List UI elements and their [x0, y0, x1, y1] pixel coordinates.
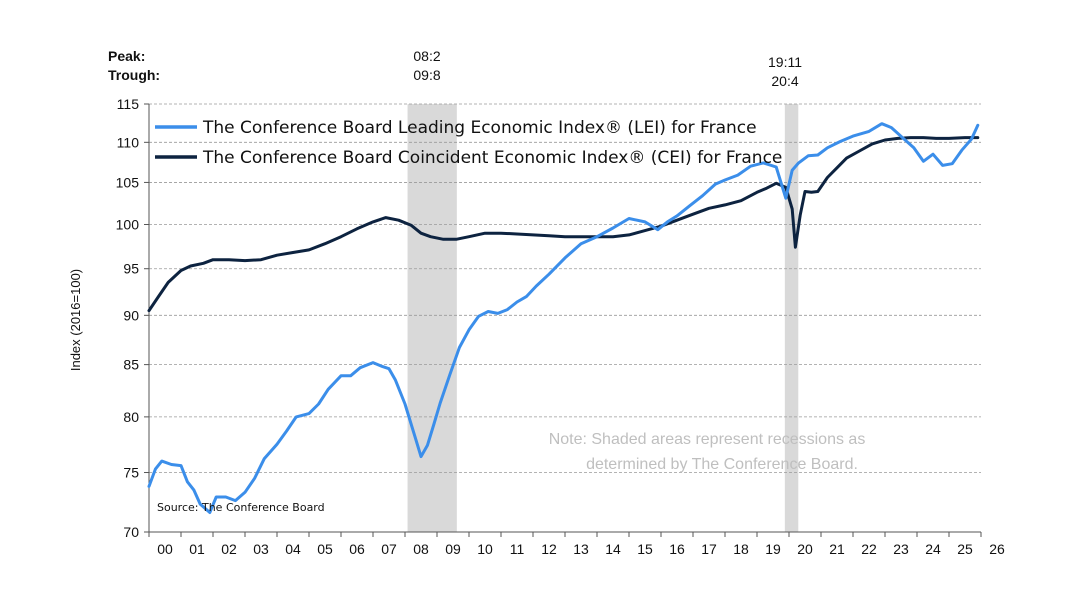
x-tick-label: 00 — [157, 541, 173, 557]
y-tick-label: 75 — [123, 465, 139, 481]
x-tick-label: 20 — [797, 541, 813, 557]
x-tick-label: 22 — [861, 541, 877, 557]
x-tick-label: 10 — [477, 541, 493, 557]
legend-lei-label: The Conference Board Leading Economic In… — [202, 118, 757, 138]
x-tick-label: 09 — [445, 541, 461, 557]
x-tick-label: 03 — [253, 541, 269, 557]
x-tick-label: 14 — [605, 541, 621, 557]
x-tick-label: 26 — [989, 541, 1005, 557]
source-text: Source: The Conference Board — [157, 501, 325, 514]
y-tick-label: 115 — [117, 96, 140, 112]
y-tick-label: 100 — [116, 216, 140, 232]
x-tick-label: 04 — [285, 541, 301, 557]
y-tick-label: 110 — [117, 134, 140, 150]
y-tick-label: 85 — [123, 357, 139, 373]
x-tick-label: 13 — [573, 541, 589, 557]
recession-band-1 — [407, 104, 457, 532]
recession-2-peak-label: 19:11 — [768, 54, 802, 70]
recession-2-trough-label: 20:4 — [771, 73, 798, 89]
legend: The Conference Board Leading Economic In… — [155, 118, 782, 168]
grid-lines — [149, 103, 981, 473]
recession-bands — [407, 104, 799, 532]
x-tick-label: 11 — [510, 541, 525, 557]
lei-series-line — [147, 122, 980, 514]
x-tick-label: 07 — [381, 541, 397, 557]
x-tick-label: 06 — [349, 541, 365, 557]
y-tick-label: 105 — [116, 174, 140, 190]
note-line-2: determined by The Conference Board. — [586, 456, 858, 473]
x-tick-label: 18 — [733, 541, 749, 557]
series-lines — [147, 122, 980, 514]
y-tick-label: 95 — [123, 261, 139, 277]
x-tick-label: 16 — [669, 541, 685, 557]
trough-header-label: Trough: — [108, 67, 160, 83]
x-tick-label: 19 — [765, 541, 781, 557]
x-tick-label: 17 — [701, 541, 717, 557]
note-line-1: Note: Shaded areas represent recessions … — [549, 431, 866, 448]
recession-band-2 — [784, 104, 799, 532]
x-tick-label: 05 — [317, 541, 333, 557]
recession-1-trough-label: 09:8 — [413, 67, 440, 83]
x-tick-label: 21 — [829, 541, 845, 557]
y-axis-label: Index (2016=100) — [68, 269, 83, 371]
axes: 70 75 80 85 90 95 100 105 110 115 00 01 02 03 04 05 06 07… — [116, 96, 1005, 557]
x-tick-label: 12 — [541, 541, 557, 557]
x-tick-label: 25 — [957, 541, 973, 557]
x-tick-label: 08 — [413, 541, 429, 557]
y-tick-label: 90 — [123, 307, 139, 323]
peak-header-label: Peak: — [108, 48, 145, 64]
x-tick-label: 02 — [221, 541, 237, 557]
y-tick-label: 80 — [123, 409, 139, 425]
x-tick-label: 01 — [189, 541, 205, 557]
legend-cei-label: The Conference Board Coincident Economic… — [202, 148, 782, 168]
x-tick-label: 23 — [893, 541, 909, 557]
x-tick-label: 15 — [637, 541, 653, 557]
y-tick-label: 70 — [123, 524, 139, 540]
x-tick-label: 24 — [925, 541, 941, 557]
recession-1-peak-label: 08:2 — [413, 48, 440, 64]
